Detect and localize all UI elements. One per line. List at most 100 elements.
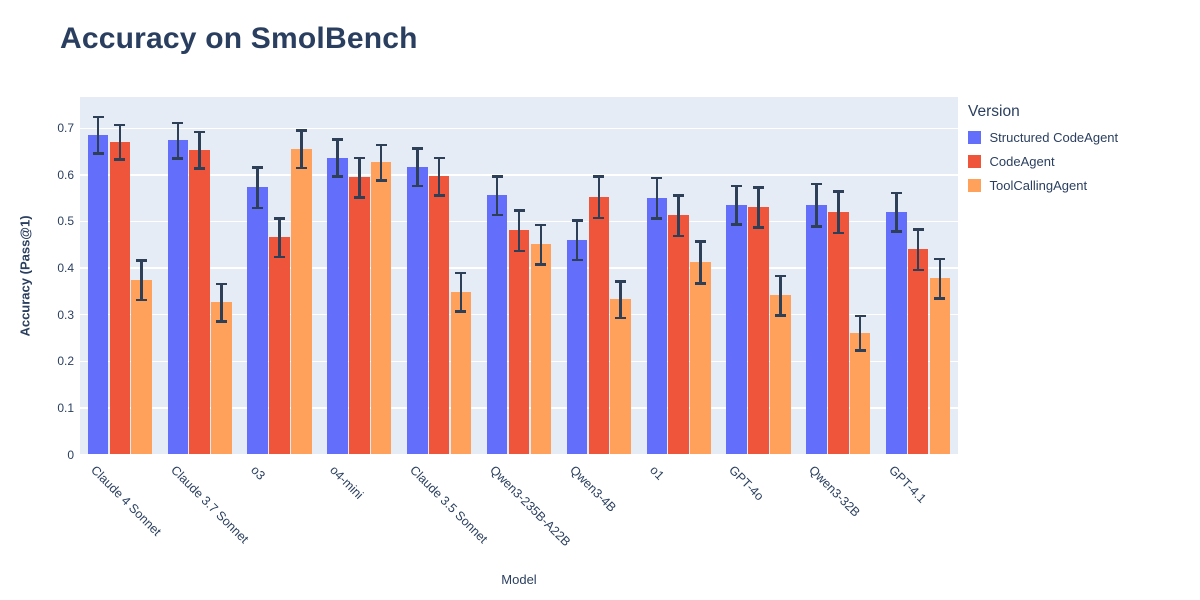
error-bar-cap	[274, 217, 286, 220]
bar[interactable]	[588, 196, 610, 454]
error-bar-cap	[433, 156, 445, 160]
error-bar-cap	[912, 268, 924, 272]
error-bar-cap	[774, 314, 786, 317]
error-bar	[757, 186, 760, 229]
x-tick-label: o3	[247, 462, 268, 483]
bar[interactable]	[929, 278, 951, 454]
error-bar-cap	[491, 175, 503, 178]
bar[interactable]	[269, 237, 290, 454]
bar[interactable]	[450, 291, 472, 454]
error-bar-cap	[731, 184, 743, 188]
legend-item-toolcallingagent[interactable]: ToolCallingAgent	[968, 178, 1118, 193]
error-bar-cap	[731, 223, 743, 226]
error-bar-cap	[651, 176, 663, 180]
bar[interactable]	[131, 279, 152, 454]
error-bar-cap	[615, 316, 627, 320]
error-bar-cap	[890, 191, 902, 195]
bar[interactable]	[886, 211, 907, 454]
error-bar	[938, 257, 942, 300]
bar[interactable]	[349, 177, 370, 454]
error-bar-cap	[194, 167, 206, 170]
bar[interactable]	[726, 204, 747, 454]
y-tick-label: 0.4	[57, 261, 74, 276]
x-tick-label: Qwen3-235B-A22B	[487, 462, 574, 549]
bar[interactable]	[291, 148, 312, 454]
x-tick-label: Claude 3.5 Sonnet	[407, 462, 491, 546]
bar[interactable]	[247, 187, 268, 454]
error-bar	[677, 194, 680, 238]
error-bar-cap	[332, 138, 344, 141]
bar[interactable]	[211, 302, 232, 454]
error-bar	[336, 138, 339, 178]
bar[interactable]	[530, 244, 552, 454]
legend-item-codeagent[interactable]: CodeAgent	[968, 154, 1118, 169]
error-bar-cap	[114, 158, 126, 161]
x-tick-label: o1	[646, 462, 667, 483]
error-bar-cap	[593, 175, 605, 178]
legend-title: Version	[968, 103, 1020, 120]
error-bar-cap	[295, 166, 307, 170]
error-bar-cap	[912, 228, 924, 231]
bar[interactable]	[646, 197, 668, 454]
error-bar-cap	[651, 217, 663, 220]
bar[interactable]	[566, 239, 588, 454]
error-bar-cap	[890, 230, 902, 233]
error-bar-cap	[513, 249, 525, 253]
error-bar-cap	[194, 130, 206, 134]
error-bar-cap	[411, 147, 423, 150]
error-bar-cap	[491, 213, 503, 217]
bar[interactable]	[167, 140, 189, 454]
error-bar	[379, 143, 383, 182]
x-tick-label: Qwen3-4B	[566, 462, 619, 515]
chart-title: Accuracy on SmolBench	[60, 22, 418, 55]
error-bar-cap	[810, 182, 822, 186]
error-bar	[619, 280, 622, 320]
bar[interactable]	[407, 166, 428, 454]
error-bar	[779, 274, 782, 317]
bar[interactable]	[428, 176, 450, 454]
error-bar-cap	[673, 234, 685, 238]
gridline	[80, 174, 958, 176]
legend-item-label: ToolCallingAgent	[989, 178, 1088, 193]
bar[interactable]	[770, 295, 791, 454]
error-bar-cap	[673, 194, 685, 197]
bar[interactable]	[109, 141, 131, 454]
error-bar-cap	[252, 206, 264, 210]
error-bar-cap	[934, 257, 946, 261]
bar[interactable]	[748, 206, 769, 454]
error-bar-cap	[832, 190, 844, 193]
x-tick-label: Claude 4 Sonnet	[88, 462, 164, 539]
error-bar-cap	[172, 121, 184, 125]
error-bar	[437, 156, 441, 197]
x-tick-label: GPT-4.1	[886, 462, 929, 506]
error-bar-cap	[593, 216, 605, 220]
error-bar-cap	[274, 255, 286, 259]
bar[interactable]	[327, 157, 348, 454]
plot-area[interactable]	[80, 97, 958, 456]
bar[interactable]	[907, 249, 929, 454]
bar[interactable]	[806, 204, 827, 454]
legend-item-structured-codeagent[interactable]: Structured CodeAgent	[968, 130, 1118, 145]
error-bar	[495, 175, 499, 217]
legend-swatch-toolcallingagent	[968, 179, 981, 192]
bar[interactable]	[690, 261, 711, 454]
error-bar	[140, 259, 143, 302]
bar[interactable]	[668, 215, 689, 454]
error-bar-cap	[752, 186, 764, 189]
legend-swatch-structured-codeagent	[968, 131, 981, 144]
error-bar-cap	[535, 263, 547, 266]
error-bar-cap	[332, 175, 344, 178]
y-tick-label: 0.3	[57, 307, 74, 322]
bar[interactable]	[87, 134, 109, 454]
bar[interactable]	[828, 211, 849, 454]
y-tick-label: 0.7	[57, 121, 74, 136]
bar[interactable]	[370, 162, 392, 454]
error-bar	[597, 175, 601, 220]
bar[interactable]	[610, 299, 631, 454]
error-bar-cap	[832, 231, 844, 235]
bar[interactable]	[486, 195, 508, 454]
bar[interactable]	[849, 332, 871, 454]
bar[interactable]	[189, 149, 210, 454]
bar[interactable]	[508, 230, 530, 454]
